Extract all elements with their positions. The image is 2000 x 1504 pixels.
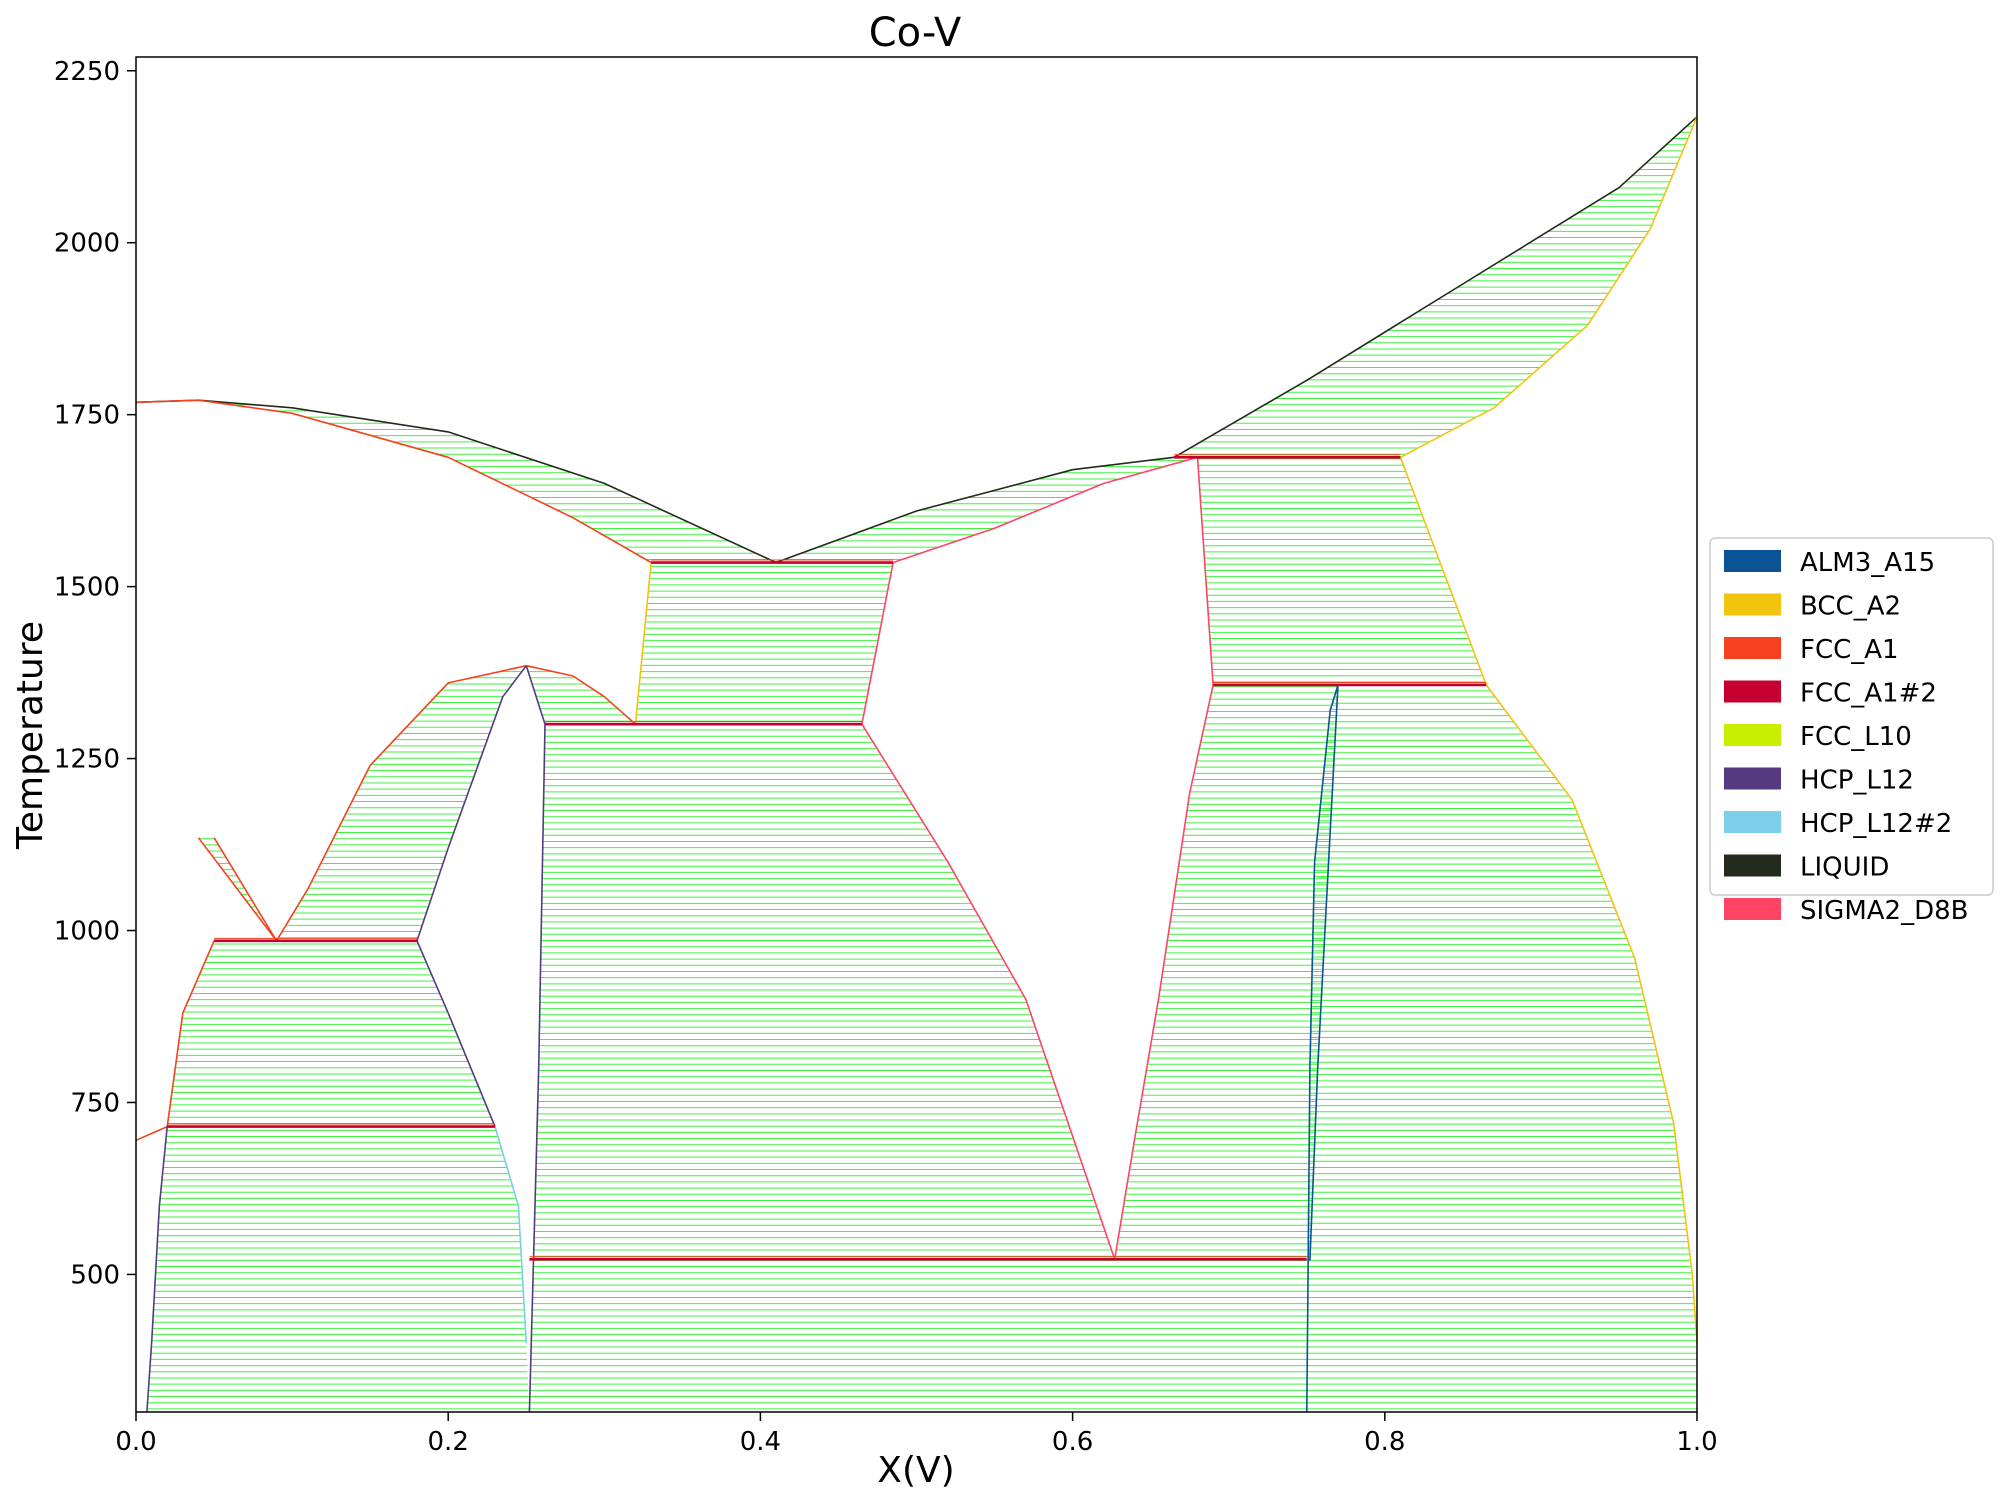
y-tick-label: 2000 bbox=[54, 229, 120, 259]
phase-boundary-fcc-a1 bbox=[526, 664, 637, 725]
legend-frame bbox=[1709, 537, 1994, 896]
phase-boundary-sigma2-d8b bbox=[861, 723, 1116, 1260]
y-axis-label: Temperature bbox=[10, 621, 51, 850]
phase-boundary-fcc-a1 bbox=[197, 837, 278, 942]
legend-label: ALM3_A15 bbox=[1800, 548, 1935, 578]
y-tick-label: 1000 bbox=[54, 917, 120, 947]
y-tick-label: 2250 bbox=[54, 57, 120, 87]
legend-swatch bbox=[1724, 680, 1781, 703]
phase-boundary-liquid bbox=[135, 399, 777, 564]
legend-swatch bbox=[1724, 593, 1781, 616]
legend-swatch bbox=[1724, 724, 1781, 746]
phase-boundary-hcp-l12 bbox=[525, 665, 546, 1413]
phase-boundary-fcc-a1 bbox=[135, 940, 215, 1142]
x-tick-label: 0.4 bbox=[740, 1427, 781, 1457]
y-tick-label: 1750 bbox=[54, 401, 120, 431]
y-tick-label: 1500 bbox=[54, 573, 120, 603]
legend-swatch bbox=[1724, 811, 1781, 833]
phase-boundary-bcc-a2 bbox=[634, 562, 652, 725]
phase-boundary-fcc-a1 bbox=[135, 399, 652, 564]
legend-label: BCC_A2 bbox=[1800, 592, 1901, 622]
legend-label: HCP_L12 bbox=[1800, 766, 1914, 796]
legend-swatch bbox=[1724, 637, 1781, 659]
legend-swatch bbox=[1724, 550, 1781, 572]
phase-boundary-bcc-a2 bbox=[1399, 457, 1488, 686]
phase-boundary-fcc-a1 bbox=[275, 664, 527, 942]
legend-label: HCP_L12#2 bbox=[1800, 809, 1952, 839]
phase-boundary-fcc-a1 bbox=[213, 837, 278, 942]
phase-boundary-liquid bbox=[1173, 116, 1698, 458]
phase-boundary-bcc-a2 bbox=[1400, 116, 1698, 459]
phase-boundary-alm3-a15 bbox=[1309, 684, 1339, 1261]
phase-boundary-sigma2-d8b bbox=[1196, 457, 1214, 686]
phase-boundary-hcp-l12-2 bbox=[494, 1126, 528, 1344]
legend-label: FCC_L10 bbox=[1800, 722, 1912, 752]
y-axis: 500 750 1000 1250 1500 1750 2000 2250 bbox=[54, 57, 136, 1290]
y-tick-label: 500 bbox=[70, 1260, 120, 1290]
tie-lines-layer bbox=[147, 119, 1697, 1410]
x-tick-label: 0.6 bbox=[1052, 1427, 1093, 1457]
legend-label: FCC_A1#2 bbox=[1800, 679, 1937, 709]
legend-label: SIGMA2_D8B bbox=[1800, 896, 1968, 926]
phase-boundary-alm3-a15 bbox=[1306, 684, 1339, 1413]
x-axis: 0.0 0.2 0.4 0.6 0.8 1.0 bbox=[115, 1412, 1718, 1457]
phase-boundary-bcc-a2 bbox=[1485, 684, 1698, 1344]
phase-boundary-hcp-l12 bbox=[416, 665, 527, 1127]
y-tick-label: 750 bbox=[70, 1088, 120, 1118]
phase-boundary-layer bbox=[135, 116, 1698, 1413]
legend: ALM3_A15 BCC_A2 FCC_A1 FCC_A1#2 FCC_L10 HCP_L… bbox=[1709, 537, 1994, 926]
chart-title: Co-V bbox=[869, 10, 962, 56]
x-tick-label: 0.2 bbox=[428, 1427, 469, 1457]
legend-label: LIQUID bbox=[1800, 853, 1889, 883]
legend-swatch bbox=[1724, 898, 1781, 920]
phase-boundary-sigma2-d8b bbox=[892, 456, 1198, 564]
phase-boundary-sigma2-d8b bbox=[1113, 684, 1214, 1260]
x-axis-label: X(V) bbox=[877, 1450, 954, 1491]
phase-boundary-hcp-l12 bbox=[146, 1126, 168, 1413]
plot-frame bbox=[135, 56, 1698, 1413]
legend-swatch bbox=[1724, 767, 1781, 790]
phase-boundary-liquid bbox=[775, 456, 1175, 564]
phase-boundary-sigma2-d8b bbox=[861, 562, 894, 725]
legend-label: FCC_A1 bbox=[1800, 635, 1899, 665]
x-tick-label: 1.0 bbox=[1676, 1427, 1717, 1457]
y-tick-label: 1250 bbox=[54, 745, 120, 775]
x-tick-label: 0.8 bbox=[1364, 1427, 1405, 1457]
legend-swatch bbox=[1724, 854, 1781, 877]
x-tick-label: 0.0 bbox=[115, 1427, 156, 1457]
